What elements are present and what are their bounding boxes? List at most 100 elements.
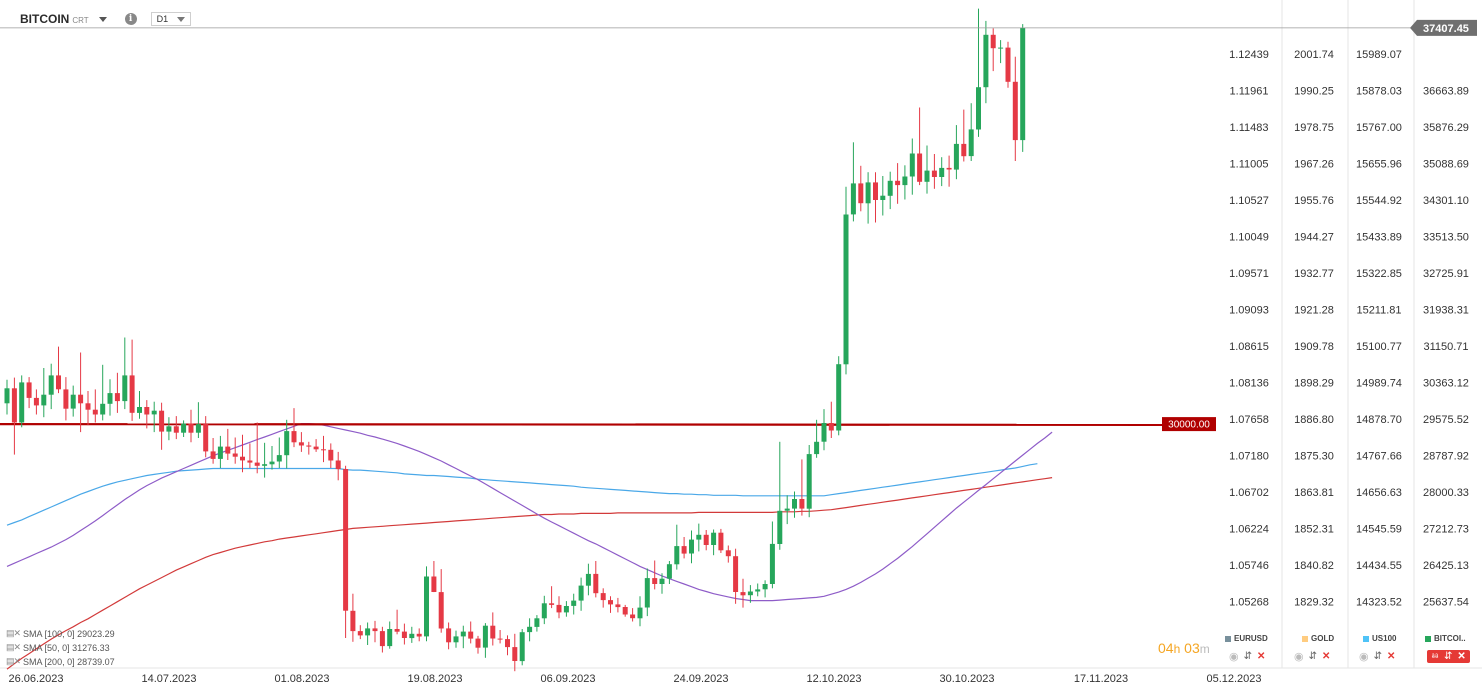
y-tick-label: 1.09093 bbox=[1229, 305, 1269, 317]
info-icon[interactable]: i bbox=[124, 13, 137, 25]
symbol-name[interactable]: BITCOIN bbox=[20, 12, 70, 26]
eye-icon[interactable]: ◉ bbox=[1359, 651, 1369, 663]
candle bbox=[365, 622, 371, 645]
y-tick-label: 15989.07 bbox=[1356, 49, 1402, 61]
candle bbox=[298, 432, 304, 452]
y-tick-label: 1.11483 bbox=[1230, 122, 1269, 134]
instrument-label: BITCOI.. bbox=[1434, 634, 1466, 643]
settings-icon[interactable]: ▤✕ bbox=[6, 628, 21, 638]
y-tick-label: 25637.54 bbox=[1423, 597, 1469, 609]
y-tick-label: 15878.03 bbox=[1356, 86, 1402, 98]
y-tick-label: 1.09571 bbox=[1229, 268, 1269, 280]
candle bbox=[181, 420, 187, 437]
candle-body bbox=[217, 446, 223, 459]
settings-icon[interactable]: ▤✕ bbox=[6, 656, 21, 666]
candle-body bbox=[600, 593, 606, 601]
candle-body bbox=[880, 195, 886, 200]
sort-icon[interactable]: ⇵ bbox=[1243, 651, 1252, 662]
candle-body bbox=[85, 403, 91, 410]
candle-body bbox=[909, 153, 915, 177]
candle-body bbox=[593, 573, 599, 594]
close-icon[interactable]: ✕ bbox=[1457, 651, 1466, 662]
candle bbox=[556, 596, 562, 619]
candle-body bbox=[33, 397, 39, 406]
candle bbox=[799, 459, 805, 516]
instrument-eurusd[interactable]: EURUSD bbox=[1225, 634, 1268, 643]
y-tick-label: 1.08615 bbox=[1229, 341, 1269, 353]
candle-body bbox=[711, 532, 717, 545]
candle bbox=[858, 165, 864, 212]
candle-body bbox=[961, 143, 967, 157]
close-icon[interactable]: ✕ bbox=[1387, 651, 1396, 662]
candle-body bbox=[195, 424, 201, 433]
candle-body bbox=[718, 532, 724, 551]
candle-body bbox=[585, 573, 591, 586]
y-tick-label: 1921.28 bbox=[1294, 305, 1334, 317]
candle bbox=[11, 377, 17, 455]
candle bbox=[777, 441, 783, 550]
candle bbox=[166, 417, 172, 441]
legend-sma200[interactable]: ▤✕ SMA [200, 0] 28739.07 bbox=[6, 656, 115, 667]
y-tick-label: 1852.31 bbox=[1294, 524, 1334, 536]
candle bbox=[931, 154, 937, 189]
y-tick-label: 33513.50 bbox=[1423, 232, 1469, 244]
sort-icon[interactable]: ⇵ bbox=[1308, 651, 1317, 662]
candle bbox=[718, 528, 724, 553]
candle-body bbox=[615, 604, 621, 608]
candle-body bbox=[232, 453, 238, 457]
candle bbox=[512, 633, 518, 672]
candle bbox=[379, 626, 385, 653]
sort-icon[interactable]: ⇵ bbox=[1373, 651, 1382, 662]
candle bbox=[313, 439, 319, 452]
candle-body bbox=[416, 633, 422, 637]
instrument-bitcoin[interactable]: BITCOI.. bbox=[1425, 634, 1466, 643]
instrument-label: GOLD bbox=[1311, 634, 1335, 643]
candle bbox=[401, 623, 407, 645]
candle bbox=[394, 609, 400, 635]
candle bbox=[762, 580, 768, 598]
close-icon[interactable]: ✕ bbox=[1257, 651, 1266, 662]
candle-body bbox=[401, 631, 407, 638]
candle-body bbox=[733, 556, 739, 592]
candle-body bbox=[424, 576, 429, 637]
instrument-gold[interactable]: GOLD bbox=[1302, 634, 1334, 643]
pin-icon[interactable]: ⎂ bbox=[1431, 651, 1439, 662]
eye-icon[interactable]: ◉ bbox=[1294, 651, 1304, 663]
candle-body bbox=[151, 410, 157, 415]
candle bbox=[240, 434, 245, 473]
candle-body bbox=[939, 167, 945, 177]
legend-sma50[interactable]: ▤✕ SMA [50, 0] 31276.33 bbox=[6, 642, 110, 653]
level-tag[interactable] bbox=[1162, 417, 1216, 432]
instrument-label: EURUSD bbox=[1234, 634, 1268, 643]
eye-icon[interactable]: ◉ bbox=[1229, 651, 1239, 663]
x-tick-label: 14.07.2023 bbox=[141, 673, 196, 685]
timer-h-unit: h bbox=[1173, 642, 1181, 656]
timeframe-select[interactable]: D1 bbox=[150, 12, 191, 26]
candle-body bbox=[784, 508, 790, 511]
y-tick-label: 1.11005 bbox=[1230, 159, 1269, 171]
instrument-controls: ◉ ⇵ ✕ bbox=[1294, 650, 1330, 663]
color-swatch bbox=[1363, 635, 1369, 642]
candle-body bbox=[137, 407, 142, 413]
settings-icon[interactable]: ▤✕ bbox=[6, 642, 21, 652]
candle-body bbox=[203, 424, 209, 452]
candle bbox=[953, 125, 959, 180]
candle-body bbox=[276, 455, 282, 462]
candle-body bbox=[777, 510, 783, 544]
sort-icon[interactable]: ⇵ bbox=[1444, 651, 1453, 662]
candle-body bbox=[475, 638, 481, 648]
y-tick-label: 31938.31 bbox=[1423, 305, 1469, 317]
candle bbox=[438, 569, 444, 633]
close-icon[interactable]: ✕ bbox=[1322, 651, 1331, 662]
instrument-us100[interactable]: US100 bbox=[1363, 634, 1396, 643]
candle bbox=[976, 8, 981, 137]
candle-body bbox=[379, 631, 385, 647]
candle bbox=[593, 561, 599, 598]
level-line[interactable] bbox=[0, 423, 1163, 426]
legend-sma100[interactable]: ▤✕ SMA [100, 0] 29023.29 bbox=[6, 628, 115, 639]
candle-body bbox=[924, 170, 930, 182]
symbol-dropdown-icon[interactable] bbox=[98, 16, 107, 22]
candle bbox=[276, 437, 282, 468]
candle-body bbox=[291, 431, 297, 443]
